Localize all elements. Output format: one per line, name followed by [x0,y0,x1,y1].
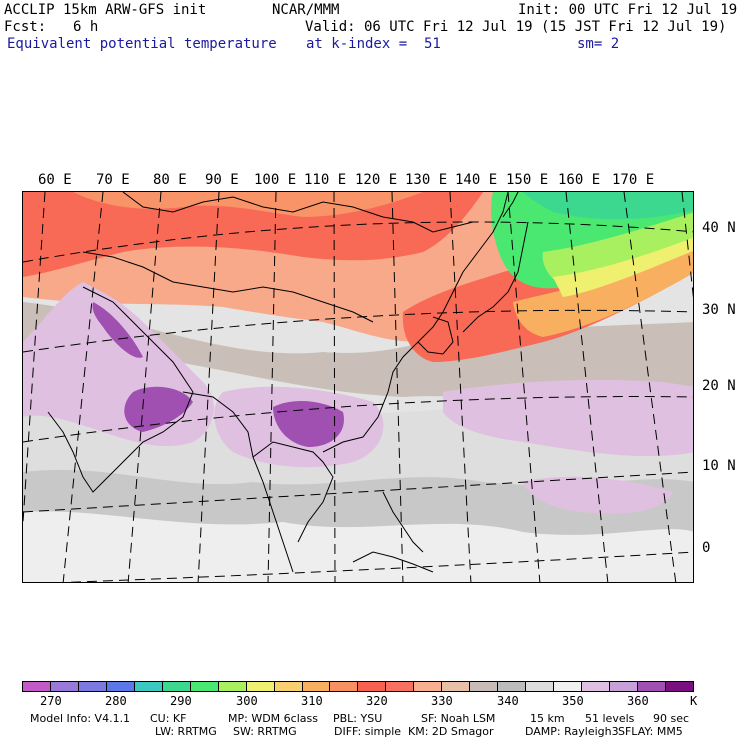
latitude-label: 10 N [702,458,736,474]
footer-item: DAMP: Rayleigh3 [525,725,619,738]
coastlines [47,192,529,573]
colorbar-segment [554,682,583,691]
colorbar-label: 340 [497,694,519,708]
footer-item: SF: Noah LSM [421,712,496,725]
colorbar-segment [358,682,387,691]
nw-pacific-lightgreen [542,212,693,287]
colorbar-segment [50,682,79,691]
colorbar-segment [665,682,693,691]
latitude-label: 20 N [702,378,736,394]
colorbar-label: 280 [105,694,127,708]
midlat-tan-band [23,302,693,405]
longitude-label: 160 E [558,172,601,188]
footer-item: LW: RRTMG [155,725,217,738]
footer-item: SFLAY: MM5 [618,725,683,738]
footer-item: SW: RRTMG [233,725,297,738]
southern-light-field [23,511,693,582]
colorbar-segment [134,682,163,691]
colorbar-segment [246,682,275,691]
colorbar-segment [526,682,555,691]
longitude-grid [23,192,693,582]
pacific-lilac-field [443,380,693,457]
longitude-label: 150 E [506,172,549,188]
footer-item: DIFF: simple [334,725,402,738]
init-time: Init: 00 UTC Fri 12 Jul 19 [518,2,738,18]
forecast-label: Fcst: [4,19,47,35]
latitude-label: 40 N [702,220,736,236]
colorbar-segment [162,682,191,691]
nw-pacific-yellow [553,237,693,297]
colorbar-label: 300 [236,694,258,708]
valid-time: Valid: 06 UTC Fri 12 Jul 19 (15 JST Fri … [305,19,727,35]
map-panel [22,191,694,583]
colorbar-segment [330,682,359,691]
pacific-orange-band [513,250,693,337]
colorbar-label: 290 [170,694,192,708]
footer-item: 51 levels [585,712,635,725]
india-purple-core [92,302,143,358]
colorbar-segment [106,682,135,691]
colorbar-label: 360 [627,694,649,708]
footer-item: PBL: YSU [333,712,383,725]
colorbar-label: 310 [301,694,323,708]
colorbar-segment [637,682,666,691]
colorbar-segment [442,682,471,691]
colorbar-segment [582,682,611,691]
footer-item: 90 sec [653,712,690,725]
forecast-hour: 6 h [73,19,99,35]
colorbar-segment [610,682,638,691]
northern-red-band [23,192,483,277]
longitude-label: 140 E [455,172,498,188]
longitude-label: 130 E [405,172,448,188]
latitude-grid [23,221,693,582]
colorbar-label: 270 [40,694,62,708]
colorbar-segment [23,682,51,691]
longitude-label: 80 E [153,172,187,188]
colorbar-segment [274,682,303,691]
field-name: Equivalent potential temperature [7,36,277,52]
footer-item: MP: WDM 6class [228,712,318,725]
longitude-label: 170 E [612,172,655,188]
colorbar-segment [470,682,499,691]
colorbar-label: 350 [562,694,584,708]
colorbar-segment [218,682,247,691]
longitude-label: 90 E [205,172,239,188]
colorbar [22,681,694,692]
colorbar-label: 320 [366,694,388,708]
colorbar-segment [414,682,443,691]
org-label: NCAR/MMM [272,2,340,18]
level-info: at k-index = 51 [306,36,441,52]
theta-e-map [23,192,693,582]
nw-pacific-teal [523,192,693,220]
footer-item: Model Info: V4.1.1 [30,712,131,725]
longitude-label: 120 E [355,172,398,188]
colorbar-segment [190,682,219,691]
colorbar-segment [386,682,415,691]
longitude-label: 60 E [38,172,72,188]
colorbar-unit: K [690,694,698,708]
footer-item: CU: KF [150,712,187,725]
latitude-label: 0 [702,540,711,556]
longitude-label: 70 E [96,172,130,188]
colorbar-segment [498,682,527,691]
south-china-purple-core [273,400,344,447]
colorbar-label: 330 [431,694,453,708]
longitude-label: 100 E [254,172,297,188]
latitude-label: 30 N [702,302,736,318]
longitude-label: 110 E [304,172,347,188]
model-title: ACCLIP 15km ARW-GFS init [4,2,207,18]
footer-item: KM: 2D Smagor [408,725,494,738]
colorbar-segment [78,682,107,691]
smoothing-info: sm= 2 [577,36,620,52]
footer-item: 15 km [530,712,565,725]
colorbar-segment [302,682,331,691]
